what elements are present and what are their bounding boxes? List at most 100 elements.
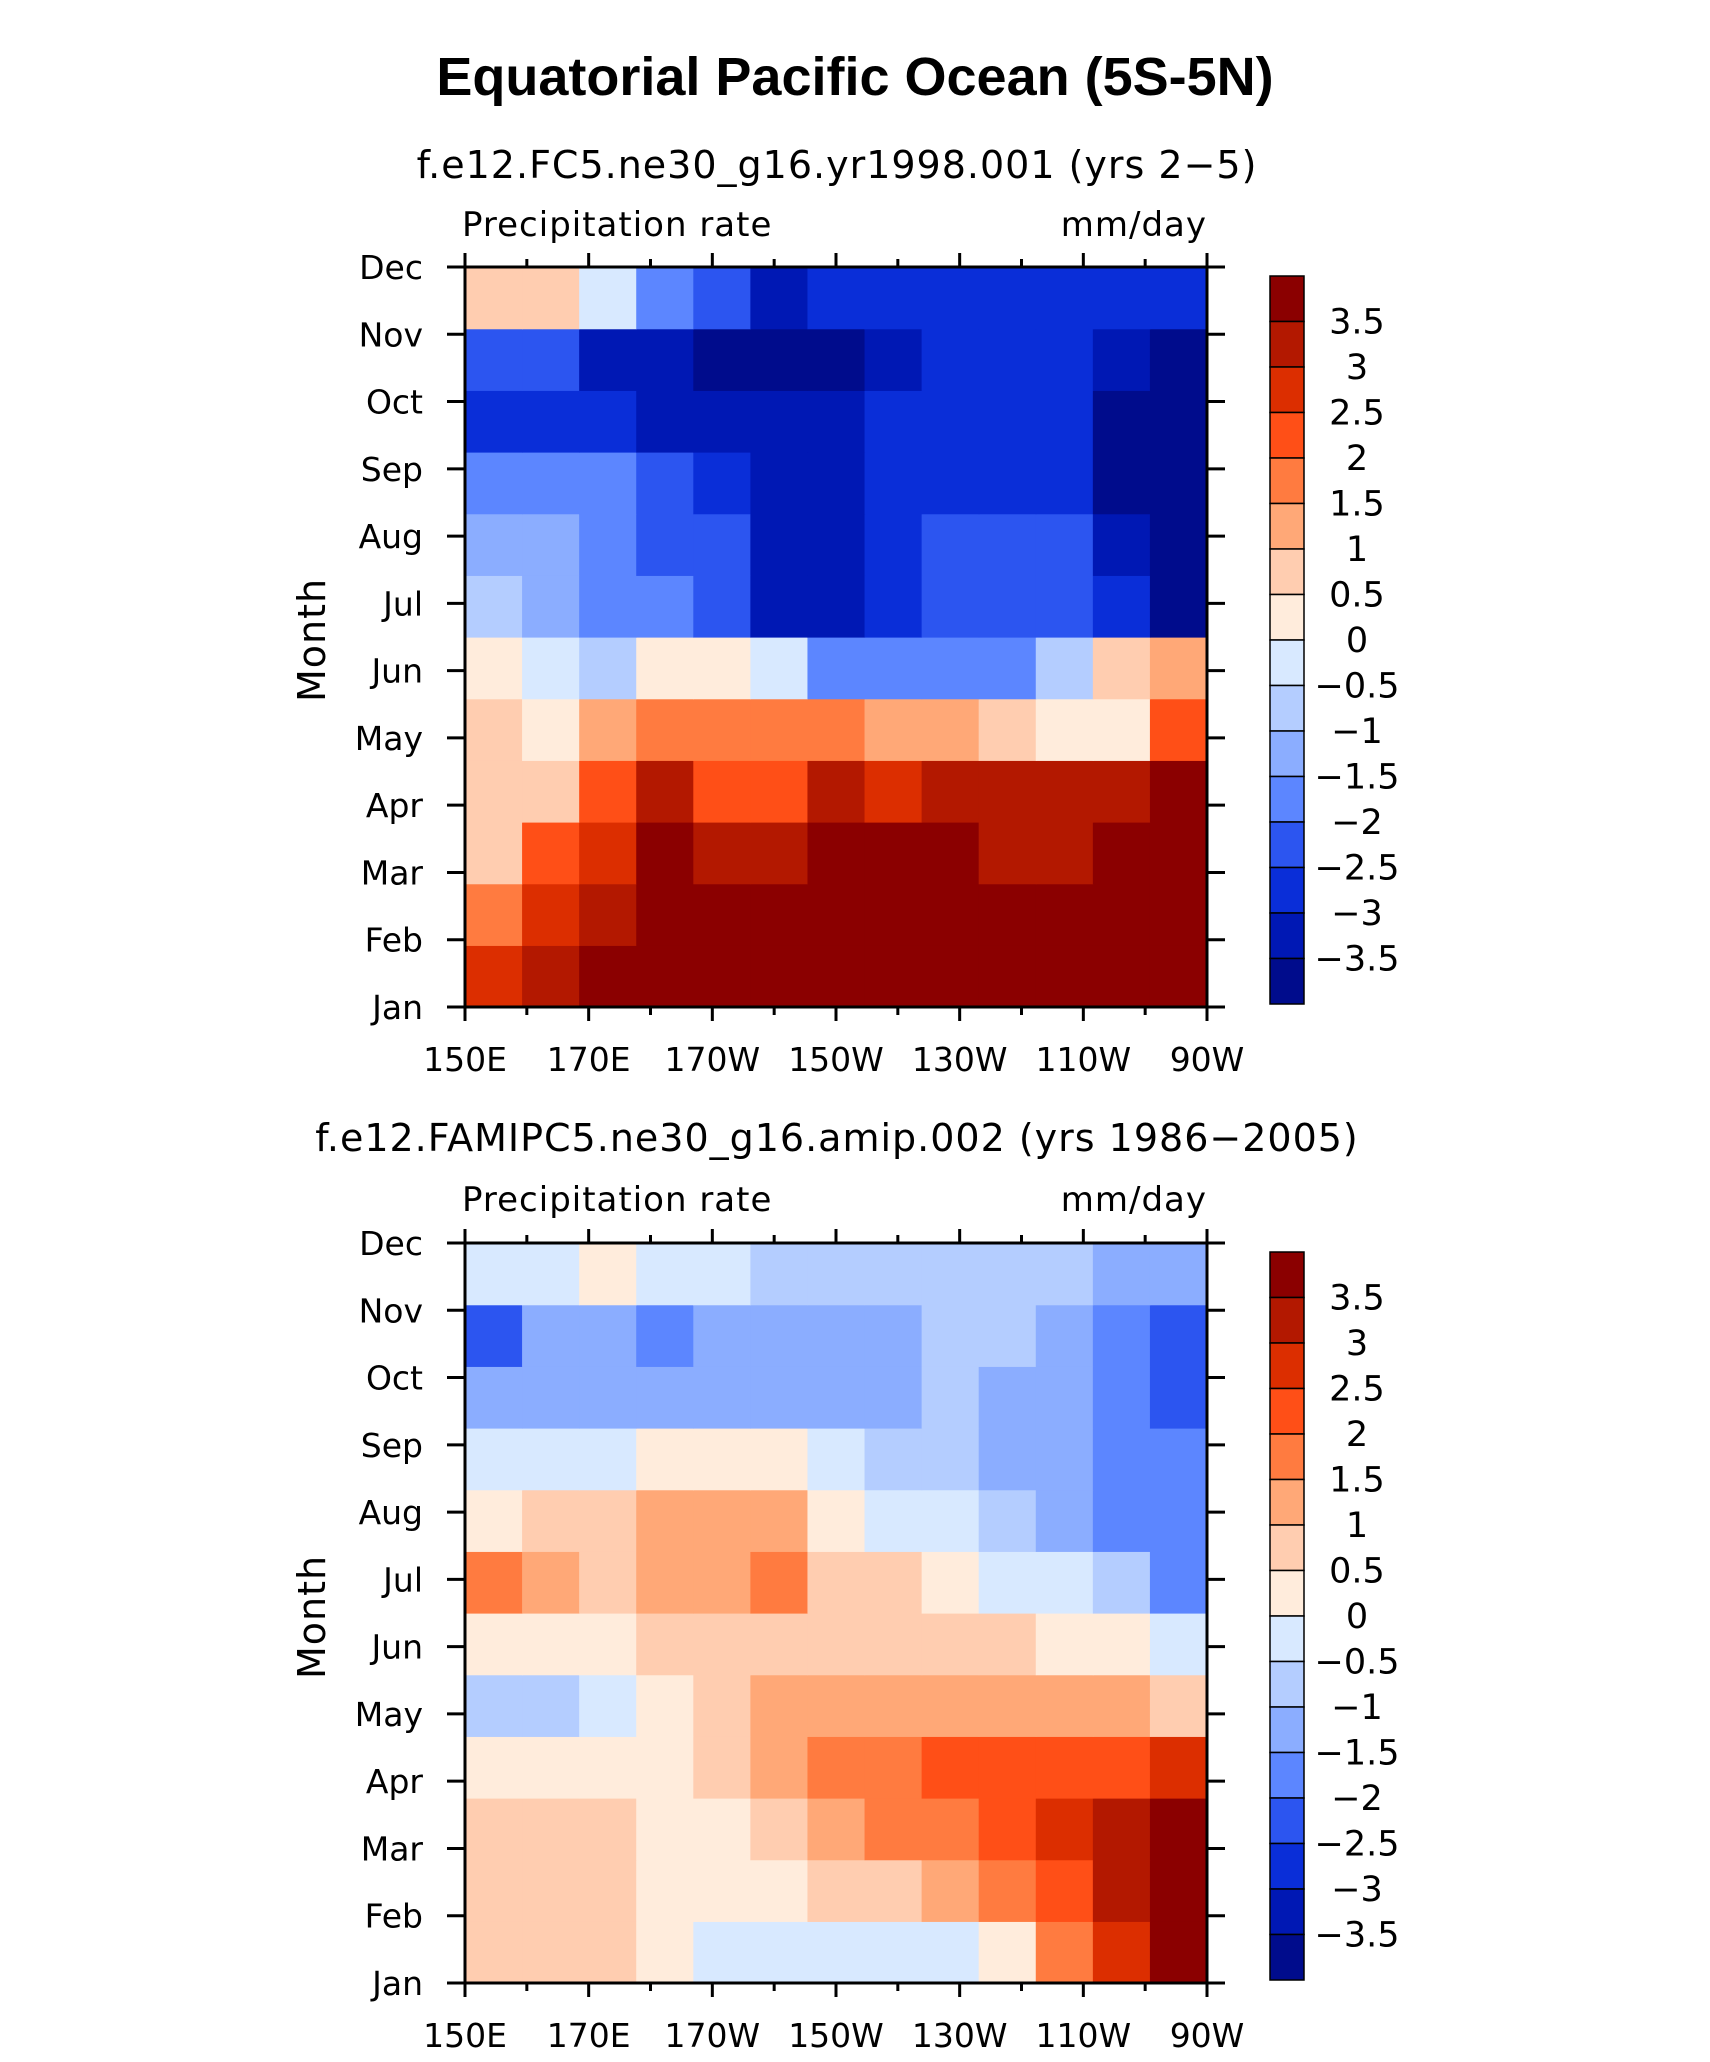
x-tick-label: 170E <box>547 1040 631 1079</box>
heatmap-cell <box>750 1304 809 1367</box>
heatmap-cell <box>522 390 580 453</box>
heatmap-cell <box>693 1428 751 1491</box>
heatmap-cell <box>1149 1674 1208 1737</box>
heatmap-cell <box>636 822 694 885</box>
heatmap-cell <box>465 1428 523 1491</box>
heatmap-cell <box>1149 1859 1208 1922</box>
heatmap-cell <box>522 1428 580 1491</box>
heatmap-cell <box>579 1798 637 1861</box>
heatmap-cell <box>864 822 923 885</box>
colorbar-box <box>1269 1251 1305 1299</box>
panel-2-colorbar-labels: 3.5 3 2.5 2 1.5 1 0.5 0 −0.5 −1 −1.5 −2 … <box>1315 1279 1400 1956</box>
heatmap-cell <box>522 1798 580 1861</box>
y-tick-label: Feb <box>365 921 423 960</box>
heatmap-cell <box>579 1613 637 1676</box>
heatmap-cell <box>921 1304 980 1367</box>
heatmap-cell <box>807 1366 866 1429</box>
heatmap-cell <box>1149 1489 1208 1552</box>
colorbar-box <box>1269 1933 1305 1981</box>
heatmap-cell <box>1092 1428 1151 1491</box>
heatmap-cell <box>1092 1921 1151 1984</box>
heatmap-cell <box>1149 1366 1208 1429</box>
heatmap-cell <box>636 1859 694 1922</box>
heatmap-cell <box>750 267 809 330</box>
heatmap-cell <box>807 760 866 823</box>
heatmap-cell <box>921 637 980 700</box>
heatmap-cell <box>978 513 1037 576</box>
x-tick-label: 150E <box>423 1040 507 1079</box>
heatmap-cell <box>1035 883 1094 946</box>
heatmap-cell <box>921 390 980 453</box>
heatmap-cell <box>522 452 580 515</box>
colorbar-label: −3 <box>1331 894 1383 934</box>
y-tick-label: Sep <box>361 450 423 489</box>
heatmap-cell <box>864 1551 923 1614</box>
heatmap-cell <box>465 1489 523 1552</box>
heatmap-cell <box>1035 637 1094 700</box>
y-tick-label: Apr <box>366 1762 424 1801</box>
colorbar-box <box>1269 639 1305 687</box>
heatmap-cell <box>978 328 1037 391</box>
heatmap-cell <box>465 390 523 453</box>
colorbar-label: −1.5 <box>1315 758 1400 798</box>
panel-2-heatmap <box>465 1243 1208 1984</box>
panel-2-right-label: mm/day <box>1061 1180 1207 1220</box>
heatmap-cell <box>465 1859 523 1922</box>
x-tick-label: 170W <box>664 2016 760 2055</box>
heatmap-cell <box>693 1798 751 1861</box>
y-tick-label: Aug <box>359 1493 423 1532</box>
heatmap-cell <box>864 328 923 391</box>
heatmap-cell <box>864 390 923 453</box>
heatmap-cell <box>864 1243 923 1306</box>
heatmap-cell <box>522 883 580 946</box>
heatmap-cell <box>1149 1243 1208 1306</box>
colorbar-label: 0 <box>1346 621 1368 661</box>
heatmap-cell <box>579 822 637 885</box>
heatmap-cell <box>750 575 809 638</box>
heatmap-cell <box>636 1613 694 1676</box>
heatmap-cell <box>579 1428 637 1491</box>
heatmap-cell <box>1149 1551 1208 1614</box>
heatmap-cell <box>1035 1551 1094 1614</box>
heatmap-cell <box>579 1243 637 1306</box>
y-tick-label: May <box>355 1695 423 1734</box>
heatmap-cell <box>750 822 809 885</box>
heatmap-cell <box>978 390 1037 453</box>
y-tick-label: Oct <box>366 383 423 422</box>
heatmap-cell <box>978 760 1037 823</box>
heatmap-cell <box>465 760 523 823</box>
colorbar-box <box>1269 866 1305 914</box>
heatmap-cell <box>579 1859 637 1922</box>
heatmap-cell <box>921 883 980 946</box>
colorbar-box <box>1269 502 1305 550</box>
heatmap-cell <box>807 822 866 885</box>
heatmap-cell <box>750 513 809 576</box>
heatmap-cell <box>465 1921 523 1984</box>
heatmap-cell <box>750 1428 809 1491</box>
x-tick-label: 90W <box>1170 2016 1245 2055</box>
colorbar-box <box>1269 1706 1305 1754</box>
colorbar-box <box>1269 548 1305 596</box>
heatmap-cell <box>636 267 694 330</box>
heatmap-cell <box>636 390 694 453</box>
colorbar-box <box>1269 593 1305 641</box>
heatmap-cell <box>636 1674 694 1737</box>
heatmap-cell <box>636 1489 694 1552</box>
heatmap-cell <box>807 328 866 391</box>
colorbar-label: 3 <box>1346 1324 1368 1364</box>
heatmap-cell <box>522 1243 580 1306</box>
heatmap-cell <box>579 698 637 761</box>
heatmap-cell <box>921 945 980 1008</box>
heatmap-cell <box>522 1366 580 1429</box>
colorbar-box <box>1269 457 1305 505</box>
heatmap-cell <box>1035 1304 1094 1367</box>
heatmap-cell <box>465 698 523 761</box>
heatmap-cell <box>864 1366 923 1429</box>
heatmap-cell <box>1035 1489 1094 1552</box>
heatmap-cell <box>522 1613 580 1676</box>
heatmap-cell <box>1149 760 1208 823</box>
panel-2-title: f.e12.FAMIPC5.ne30_g16.amip.002 (yrs 198… <box>315 1116 1359 1160</box>
heatmap-cell <box>636 1366 694 1429</box>
heatmap-cell <box>465 328 523 391</box>
